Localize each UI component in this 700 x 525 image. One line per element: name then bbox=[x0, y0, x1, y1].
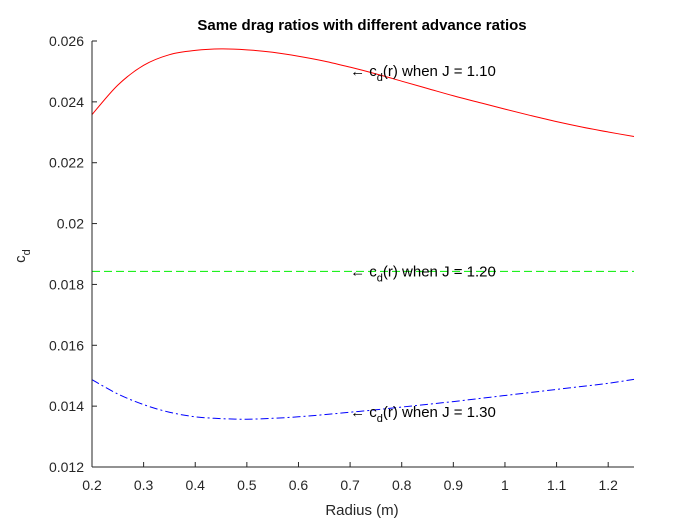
x-tick-label: 1.2 bbox=[598, 477, 618, 493]
series-line-2 bbox=[91, 378, 635, 420]
x-tick-label: 0.5 bbox=[237, 477, 257, 493]
y-tick-label: 0.018 bbox=[49, 276, 84, 292]
series-line-0 bbox=[91, 48, 635, 138]
annotation-prefix: ← c bbox=[350, 404, 377, 421]
x-tick-label: 1 bbox=[501, 477, 509, 493]
series-annotation-2: ← cd(r) when J = 1.30 bbox=[350, 404, 496, 425]
x-tick-label: 1.1 bbox=[547, 477, 567, 493]
y-tick-label: 0.012 bbox=[49, 459, 84, 475]
x-tick-label: 0.8 bbox=[392, 477, 412, 493]
y-tick-label: 0.02 bbox=[57, 216, 84, 232]
annotation-suffix: (r) when J = 1.10 bbox=[383, 63, 496, 80]
annotation-prefix: ← c bbox=[350, 63, 377, 80]
series-annotation-0: ← cd(r) when J = 1.10 bbox=[350, 63, 496, 84]
annotation-subscript: d bbox=[377, 272, 383, 284]
y-tick-label: 0.014 bbox=[49, 398, 84, 414]
x-tick-label: 0.6 bbox=[289, 477, 309, 493]
y-axis-label: cd bbox=[12, 249, 33, 263]
y-axis-label-base: c bbox=[12, 255, 29, 263]
y-tick-label: 0.026 bbox=[49, 33, 84, 49]
x-tick-label: 0.4 bbox=[186, 477, 206, 493]
annotation-suffix: (r) when J = 1.30 bbox=[383, 404, 496, 421]
x-tick-label: 0.7 bbox=[340, 477, 360, 493]
plot-area: ← cd(r) when J = 1.10← cd(r) when J = 1.… bbox=[91, 48, 635, 425]
chart-title: Same drag ratios with different advance … bbox=[197, 17, 526, 34]
x-tick-label: 0.9 bbox=[444, 477, 464, 493]
y-axis-label-sub: d bbox=[21, 249, 33, 255]
y-tick-label: 0.016 bbox=[49, 337, 84, 353]
annotation-subscript: d bbox=[377, 72, 383, 84]
x-tick-label: 0.2 bbox=[82, 477, 102, 493]
annotation-prefix: ← c bbox=[350, 263, 377, 280]
series-annotation-1: ← cd(r) when J = 1.20 bbox=[350, 263, 496, 284]
x-tick-label: 0.3 bbox=[134, 477, 154, 493]
x-axis-label: Radius (m) bbox=[325, 502, 398, 519]
y-tick-label: 0.024 bbox=[49, 94, 84, 110]
annotation-subscript: d bbox=[377, 413, 383, 425]
y-tick-label: 0.022 bbox=[49, 155, 84, 171]
annotation-suffix: (r) when J = 1.20 bbox=[383, 263, 496, 280]
axes: 0.2 0.3 0.4 0.5 0.6 0.7 0.8 0.9 1 1.1 1.2 0.012 0.01… bbox=[49, 33, 634, 493]
